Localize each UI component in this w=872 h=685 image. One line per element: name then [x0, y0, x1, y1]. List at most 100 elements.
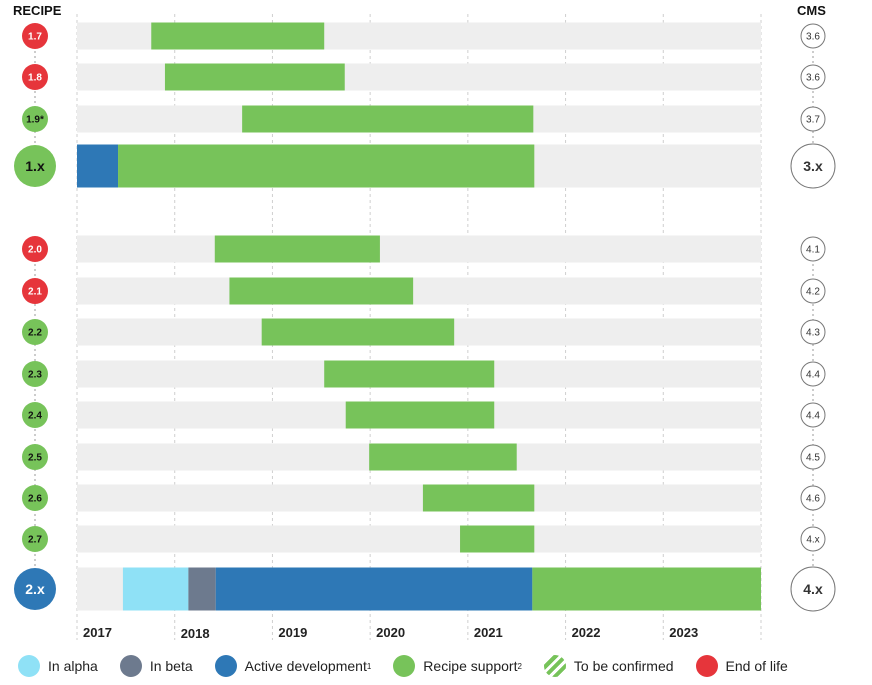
recipe-badge [22, 23, 48, 49]
legend-item-beta: In beta [119, 655, 193, 677]
legend-label: End of life [725, 658, 788, 674]
recipe-badge [22, 485, 48, 511]
recipe-badge [22, 106, 48, 132]
cms-version-label: 4.4 [806, 370, 820, 381]
cms-badge [800, 106, 826, 132]
cms-badge [790, 566, 836, 612]
row-track [77, 277, 761, 305]
cms-version-label: 4.6 [806, 494, 820, 505]
legend-label: To be confirmed [573, 658, 674, 674]
row-track [77, 525, 761, 553]
x-tick-label: 2019 [278, 625, 307, 640]
recipe-badge [22, 236, 48, 262]
active-swatch-icon [214, 655, 237, 677]
cms-version-label: 4.1 [806, 245, 820, 256]
cms-badge [800, 64, 826, 90]
cms-version-label: 3.x [803, 158, 823, 174]
x-tick-label: 2022 [572, 625, 601, 640]
cms-version-label: 4.2 [806, 287, 820, 298]
cms-badge [800, 278, 826, 304]
recipe-header: RECIPE [13, 3, 62, 18]
recipe-badge [22, 64, 48, 90]
legend-item-eol: End of life [695, 655, 788, 677]
recipe-badge [22, 444, 48, 470]
tbc-swatch-icon [543, 655, 566, 677]
bar-support [118, 144, 535, 188]
bar-support [369, 443, 517, 471]
bar-alpha [122, 567, 189, 611]
x-tick-label: 2023 [669, 625, 698, 640]
cms-version-label: 4.4 [806, 411, 820, 422]
footnote-marker: 1 [366, 661, 372, 671]
support-swatch-icon [393, 655, 416, 677]
recipe-version-label: 1.x [25, 158, 45, 174]
recipe-version-label: 2.5 [28, 453, 42, 464]
cms-badge [800, 361, 826, 387]
beta-swatch-icon [119, 655, 142, 677]
footnote-marker: 2 [517, 661, 522, 671]
recipe-badge [14, 145, 56, 187]
bar-support [242, 105, 534, 133]
legend-label: In alpha [48, 658, 98, 674]
bar-support [422, 484, 535, 512]
x-tick-label: 2017 [83, 625, 112, 640]
cms-badge [790, 143, 836, 189]
cms-version-label: 4.x [806, 535, 819, 546]
bar-active [77, 144, 119, 188]
cms-badge [800, 485, 826, 511]
recipe-version-label: 2.2 [28, 328, 42, 339]
alpha-swatch-icon [18, 655, 40, 677]
legend-item-active: Active development 1 [214, 655, 372, 677]
cms-badge [800, 319, 826, 345]
cms-badge [800, 402, 826, 428]
cms-header: CMS [797, 3, 826, 18]
bar-support [532, 567, 761, 611]
bar-support [164, 63, 345, 91]
cms-version-label: 3.6 [806, 73, 820, 84]
legend-label: Active development [244, 658, 367, 674]
recipe-version-label: 1.9* [26, 115, 44, 126]
recipe-badge [22, 361, 48, 387]
cms-version-label: 4.x [803, 581, 823, 597]
recipe-badge [22, 526, 48, 552]
bar-support [151, 22, 325, 50]
row-track [77, 235, 761, 263]
bar-support [229, 277, 414, 305]
cms-version-label: 3.7 [806, 115, 820, 126]
recipe-badge [22, 319, 48, 345]
recipe-badge [22, 402, 48, 428]
cms-version-label: 3.6 [806, 32, 820, 43]
recipe-version-label: 2.4 [28, 411, 42, 422]
legend-item-alpha: In alpha [18, 655, 98, 677]
bar-support [214, 235, 380, 263]
cms-badge [800, 526, 826, 552]
row-track [77, 484, 761, 512]
eol-swatch-icon [695, 655, 718, 677]
recipe-version-label: 1.7 [28, 32, 42, 43]
bar-support [460, 525, 535, 553]
bar-support [261, 318, 455, 346]
x-tick-label: 2018 [181, 626, 210, 641]
legend: In alpha In beta Active development 1 Rec… [18, 655, 810, 677]
recipe-version-label: 1.8 [28, 73, 42, 84]
legend-item-support: Recipe support 2 [393, 655, 522, 677]
recipe-version-label: 2.3 [28, 370, 42, 381]
timeline-plot: 2017 2018 2019 2020 2021 2022 2023 1.7 3.6 1.8 3.6… [14, 14, 836, 641]
bar-beta [188, 567, 216, 611]
recipe-badge [14, 568, 56, 610]
x-tick-label: 2020 [376, 625, 405, 640]
recipe-badge [22, 278, 48, 304]
recipe-version-label: 2.x [25, 581, 45, 597]
bar-support [324, 360, 495, 388]
bar-support [345, 401, 495, 429]
legend-label: In beta [149, 658, 193, 674]
x-tick-label: 2021 [474, 625, 503, 640]
recipe-version-label: 2.7 [28, 535, 42, 546]
cms-version-label: 4.5 [806, 453, 820, 464]
cms-badge [800, 444, 826, 470]
recipe-version-label: 2.0 [28, 245, 42, 256]
legend-label: Recipe support [423, 658, 518, 674]
cms-badge [800, 23, 826, 49]
cms-badge [800, 236, 826, 262]
